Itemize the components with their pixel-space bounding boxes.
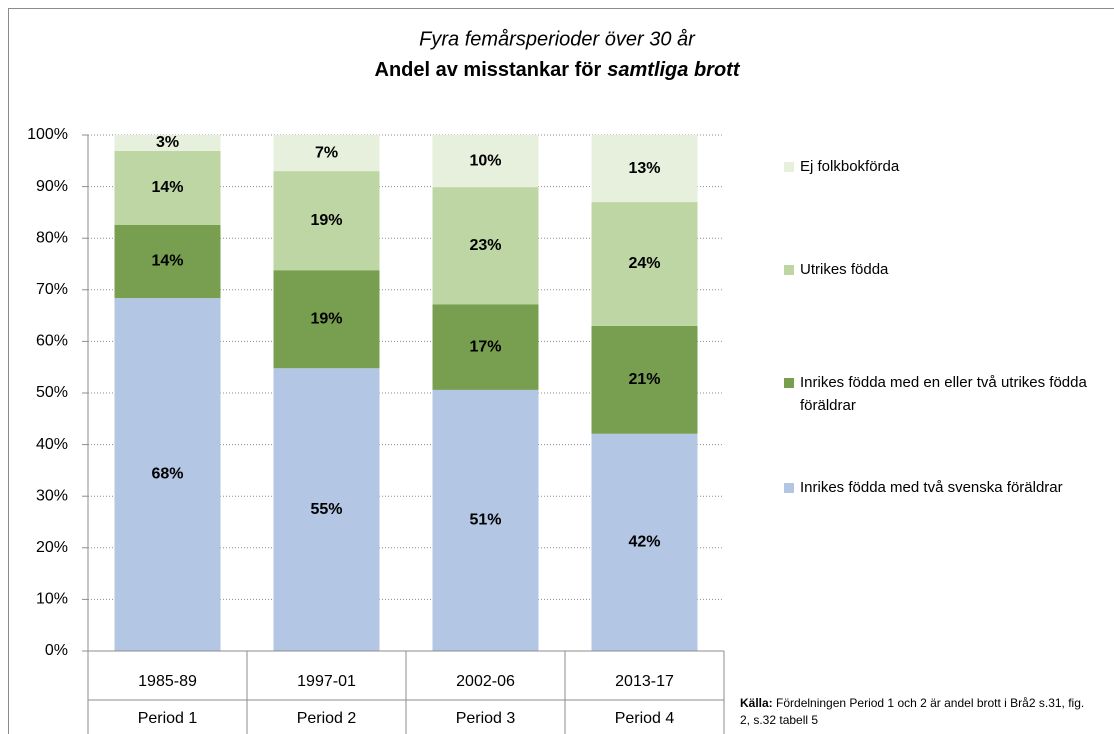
data-label: 14% xyxy=(151,179,183,196)
x-group-label: Period 4 xyxy=(615,710,675,727)
y-tick-label: 0% xyxy=(45,642,68,659)
y-tick-label: 70% xyxy=(36,281,68,298)
bar-segment xyxy=(432,135,539,188)
y-tick-label: 60% xyxy=(36,333,68,350)
chart-subtitle: Fyra femårsperioder över 30 år xyxy=(419,28,696,50)
legend-label: Ej folkbokförda xyxy=(800,158,900,175)
y-tick-label: 20% xyxy=(36,539,68,556)
x-group-label: Period 1 xyxy=(138,710,198,727)
data-label: 10% xyxy=(469,152,501,169)
bar-segment xyxy=(432,389,539,651)
bar-segment xyxy=(591,325,698,434)
title-emphasis: samtliga brott xyxy=(607,59,741,81)
y-tick-label: 50% xyxy=(36,384,68,401)
data-label: 51% xyxy=(469,512,501,529)
y-tick-label: 10% xyxy=(36,591,68,608)
data-label: 21% xyxy=(628,371,660,388)
data-label: 3% xyxy=(156,134,179,151)
y-tick-label: 80% xyxy=(36,229,68,246)
bar-segment xyxy=(114,150,221,225)
source-text: Fördelningen Period 1 och 2 är andel bro… xyxy=(740,696,1085,727)
y-tick-label: 90% xyxy=(36,178,68,195)
x-tick-label: 2013-17 xyxy=(615,673,674,690)
y-tick-label: 100% xyxy=(27,126,68,143)
y-tick-label: 30% xyxy=(36,487,68,504)
x-tick-label: 1997-01 xyxy=(297,673,356,690)
legend-label: Inrikes födda med en eller två utrikes f… xyxy=(800,374,1087,414)
data-label: 14% xyxy=(151,253,183,270)
bar-segment xyxy=(591,202,698,326)
bar-segment xyxy=(432,187,539,305)
data-label: 24% xyxy=(628,255,660,272)
bar-segment xyxy=(432,304,539,390)
bar-segment xyxy=(273,270,380,369)
data-label: 17% xyxy=(469,338,501,355)
title-text: Andel av misstankar för xyxy=(375,59,602,81)
data-label: 19% xyxy=(310,212,342,229)
bar-segment xyxy=(114,298,221,651)
data-label: 23% xyxy=(469,237,501,254)
bar-segment xyxy=(273,135,380,172)
x-group-label: Period 2 xyxy=(297,710,357,727)
source-note: Källa: Fördelningen Period 1 och 2 är an… xyxy=(740,695,1090,729)
source-label: Källa: xyxy=(740,696,773,710)
data-label: 55% xyxy=(310,501,342,518)
data-label: 7% xyxy=(315,144,338,161)
bar-segment xyxy=(591,135,698,203)
legend-swatch xyxy=(784,483,794,493)
data-label: 42% xyxy=(628,534,660,551)
y-tick-label: 40% xyxy=(36,436,68,453)
data-label: 13% xyxy=(628,160,660,177)
x-tick-label: 1985-89 xyxy=(138,673,197,690)
bar-segment xyxy=(114,135,221,151)
legend-swatch xyxy=(784,378,794,388)
chart-title: Andel av misstankar för samtliga brott xyxy=(375,59,741,81)
frame xyxy=(8,8,1114,734)
bar-segment xyxy=(114,224,221,299)
bar-segment xyxy=(591,433,698,651)
legend-label: Inrikes födda med två svenska föräldrar xyxy=(800,479,1063,496)
x-group-label: Period 3 xyxy=(456,710,516,727)
legend-swatch xyxy=(784,162,794,172)
data-label: 19% xyxy=(310,310,342,327)
bar-segment xyxy=(273,171,380,271)
legend-swatch xyxy=(784,265,794,275)
x-tick-label: 2002-06 xyxy=(456,673,515,690)
legend-label: Utrikes födda xyxy=(800,261,889,278)
data-label: 68% xyxy=(151,466,183,483)
bar-segment xyxy=(273,368,380,651)
